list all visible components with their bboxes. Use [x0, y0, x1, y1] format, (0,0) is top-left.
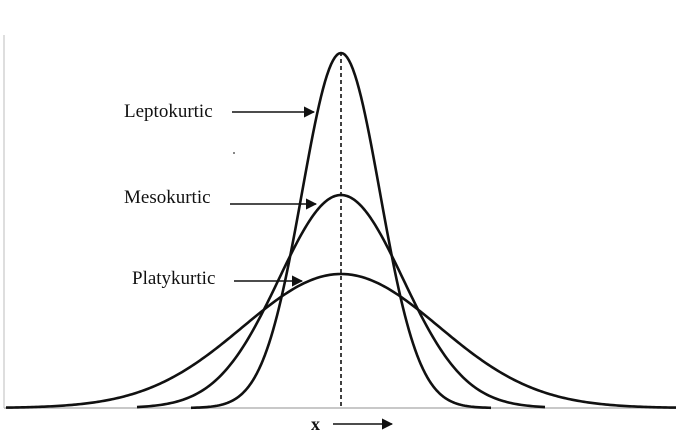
platykurtic-curve	[5, 272, 677, 409]
leptokurtic-label: Leptokurtic	[124, 101, 213, 122]
stray-dot	[233, 152, 235, 154]
platykurtic-label: Platykurtic	[132, 268, 215, 289]
mesokurtic-label: Mesokurtic	[124, 187, 211, 208]
x-axis-label: x	[311, 414, 320, 433]
